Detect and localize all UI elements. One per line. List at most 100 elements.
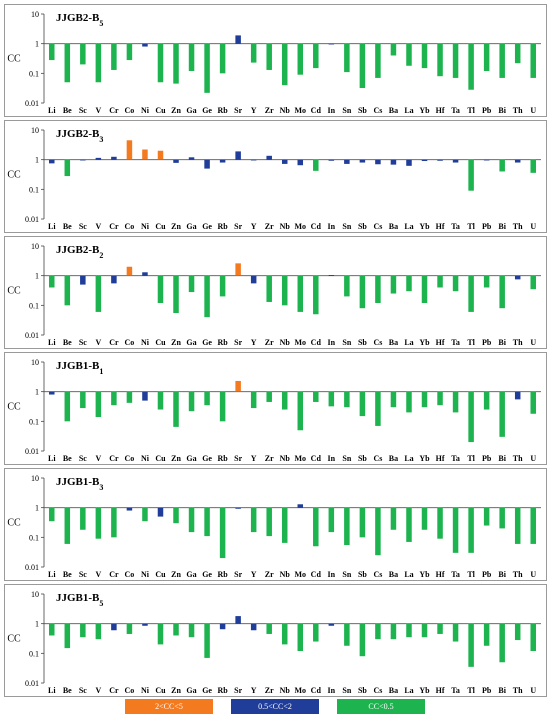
bar-sn [344, 623, 350, 646]
legend-item-low: CC<0.5 [337, 699, 425, 714]
x-tick-label: Cs [373, 106, 382, 115]
y-tick-label: 10 [31, 358, 39, 367]
x-tick-label: Ba [389, 222, 398, 231]
bar-sn [344, 391, 350, 408]
bar-zn [173, 623, 179, 636]
bar-ga [188, 391, 195, 412]
x-tick-label: U [530, 454, 536, 463]
y-tick-label: 1 [35, 620, 39, 629]
x-tick-label: Ta [451, 338, 460, 347]
panel-border [4, 120, 547, 233]
bar-mo [297, 159, 304, 166]
bar-y [250, 159, 257, 161]
x-tick-label: In [328, 570, 336, 579]
x-tick-label: Cs [373, 338, 382, 347]
x-tick-label: Ba [389, 570, 398, 579]
bar-tl [468, 159, 474, 191]
bar-zn [173, 275, 179, 314]
bar-u [530, 275, 536, 290]
x-tick-label: Be [63, 454, 72, 463]
x-tick-label: Y [251, 570, 257, 579]
bar-bi [499, 275, 505, 309]
x-tick-label: Sn [342, 106, 351, 115]
x-tick-label: V [95, 338, 101, 347]
x-tick-label: Rb [217, 338, 228, 347]
panel-title-subscript: 1 [99, 367, 103, 376]
x-tick-label: Ni [141, 106, 150, 115]
legend-label-low: CC<0.5 [368, 702, 394, 711]
bar-hf [437, 507, 443, 539]
x-tick-label: Li [48, 338, 56, 347]
x-tick-label: U [530, 222, 536, 231]
x-tick-label: Ga [186, 338, 196, 347]
y-tick-label: 0.01 [25, 215, 39, 224]
x-tick-label: Hf [436, 686, 445, 695]
y-tick-label: 10 [31, 10, 39, 19]
bar-tl [468, 507, 474, 553]
x-tick-label: Cs [373, 454, 382, 463]
x-tick-label: U [530, 686, 536, 695]
chart-panel: JJGB2-B2 10 1 0.1 0.01 CC Li Be Sc V Cr Co Ni Cu Zn Ga G… [4, 236, 547, 349]
x-tick-label: Ga [186, 454, 196, 463]
x-tick-label: Cr [109, 106, 119, 115]
y-tick-label: 0.01 [25, 563, 39, 572]
bar-bi [499, 159, 505, 172]
bar-ba [390, 159, 397, 165]
bar-tl [468, 275, 474, 312]
bar-hf [437, 159, 443, 161]
bar-ta [452, 275, 459, 292]
x-tick-label: Cu [155, 454, 166, 463]
x-tick-label: Th [513, 222, 523, 231]
x-tick-label: Hf [436, 106, 445, 115]
bar-sc [80, 507, 86, 530]
y-tick-label: 0.01 [25, 331, 39, 340]
x-tick-label: Yb [419, 686, 430, 695]
x-tick-label: Nb [280, 570, 291, 579]
x-tick-label: Pb [482, 222, 492, 231]
y-tick-label: 1 [35, 40, 39, 49]
panel-title: JJGB2-B3 [56, 128, 103, 144]
bar-ni [142, 43, 148, 47]
bar-be [64, 623, 71, 649]
x-tick-label: Th [513, 686, 523, 695]
panel-border [4, 4, 547, 117]
bar-in [328, 43, 335, 45]
x-tick-label: Cu [155, 222, 166, 231]
chart-panel: JJGB1-B5 10 1 0.1 0.01 CC Li Be Sc V Cr Co Ni Cu Zn Ga G… [4, 584, 547, 697]
x-tick-label: Cr [109, 454, 119, 463]
chart-panel: JJGB2-B3 10 1 0.1 0.01 CC Li Be Sc V Cr Co Ni Cu Zn Ga G… [4, 120, 547, 233]
bar-zr [266, 43, 272, 70]
bar-ge [204, 43, 210, 93]
bar-th [514, 391, 521, 400]
bar-zn [173, 43, 179, 84]
bar-zr [266, 507, 272, 537]
bar-cd [313, 43, 319, 69]
bar-li [49, 275, 55, 288]
bar-mo [297, 623, 304, 651]
bar-tl [468, 391, 474, 443]
bar-rb [219, 159, 226, 163]
x-tick-label: Tl [467, 686, 475, 695]
x-tick-label: Yb [419, 454, 430, 463]
x-tick-label: Ba [389, 106, 398, 115]
x-tick-label: Cr [109, 338, 119, 347]
x-tick-label: Ga [186, 570, 196, 579]
bar-rb [219, 275, 226, 297]
bar-zn [173, 507, 179, 524]
x-tick-label: Mo [294, 686, 306, 695]
x-tick-label: Rb [217, 686, 228, 695]
bar-cu [157, 507, 164, 517]
x-tick-label: Ga [186, 106, 196, 115]
bar-bi [499, 43, 505, 78]
x-tick-label: Ge [202, 222, 212, 231]
x-tick-label: Ge [202, 454, 212, 463]
bar-th [514, 159, 521, 163]
bar-co [126, 391, 133, 403]
bar-v [95, 43, 102, 83]
x-tick-label: Mo [294, 454, 306, 463]
bar-li [49, 159, 55, 164]
bar-ta [452, 623, 459, 642]
bar-co [126, 623, 133, 634]
x-tick-label: Zn [171, 686, 181, 695]
